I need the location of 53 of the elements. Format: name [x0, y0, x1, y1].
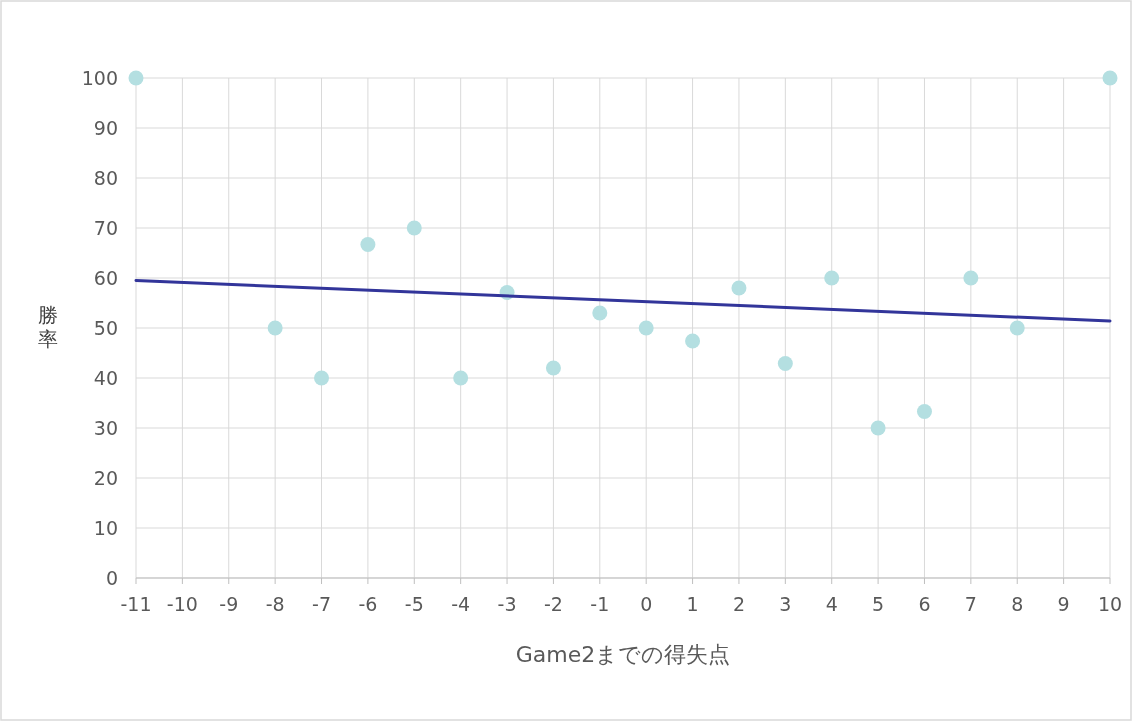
y-tick-label: 0	[105, 567, 118, 589]
y-tick-label: 10	[93, 517, 118, 539]
x-tick-label: 7	[964, 593, 977, 615]
x-tick-label: -11	[120, 593, 152, 615]
x-tick-label: 2	[732, 593, 745, 615]
x-tick-label: 6	[918, 593, 931, 615]
y-tick-label: 100	[81, 67, 118, 89]
x-tick-label: -2	[543, 593, 563, 615]
x-tick-label: 0	[640, 593, 653, 615]
x-tick-label: 8	[1011, 593, 1024, 615]
point	[963, 270, 979, 286]
x-tick-label: -9	[219, 593, 239, 615]
point	[731, 280, 747, 296]
point	[916, 404, 932, 419]
point	[870, 420, 886, 436]
point	[314, 370, 330, 386]
point	[360, 237, 376, 252]
point	[824, 270, 840, 286]
point	[453, 370, 469, 386]
x-tick-label: -4	[451, 593, 471, 615]
y-tick-label: 60	[93, 267, 118, 289]
x-tick-label: 4	[825, 593, 838, 615]
x-tick-label: 5	[872, 593, 885, 615]
y-tick-label: 40	[93, 367, 118, 389]
point	[406, 220, 422, 236]
x-tick-label: -6	[358, 593, 378, 615]
x-tick-label: -7	[312, 593, 331, 615]
point	[267, 320, 283, 336]
point	[685, 333, 701, 349]
x-tick-label: -8	[265, 593, 285, 615]
y-tick-label: 80	[93, 167, 118, 189]
point	[638, 320, 654, 336]
point	[777, 356, 793, 371]
y-tick-label: 20	[93, 467, 118, 489]
y-axis-title: 勝率	[38, 303, 58, 351]
point	[592, 305, 608, 321]
y-tick-label: 50	[93, 317, 118, 339]
point	[128, 70, 144, 86]
x-tick-label: 9	[1057, 593, 1070, 615]
x-tick-label: -1	[590, 593, 610, 615]
point	[545, 360, 561, 376]
x-tick-label: -5	[404, 593, 424, 615]
x-axis-title: Game2までの得失点	[515, 642, 731, 667]
x-tick-label: 3	[779, 593, 792, 615]
point	[1009, 320, 1025, 336]
x-tick-label: 1	[686, 593, 699, 615]
y-tick-label: 70	[93, 217, 118, 239]
y-tick-label: 90	[93, 117, 118, 139]
point	[1102, 70, 1118, 86]
x-tick-label: -10	[166, 593, 198, 615]
x-tick-label: 10	[1097, 593, 1123, 615]
y-tick-label: 30	[93, 417, 118, 439]
x-tick-label: -3	[497, 593, 517, 615]
